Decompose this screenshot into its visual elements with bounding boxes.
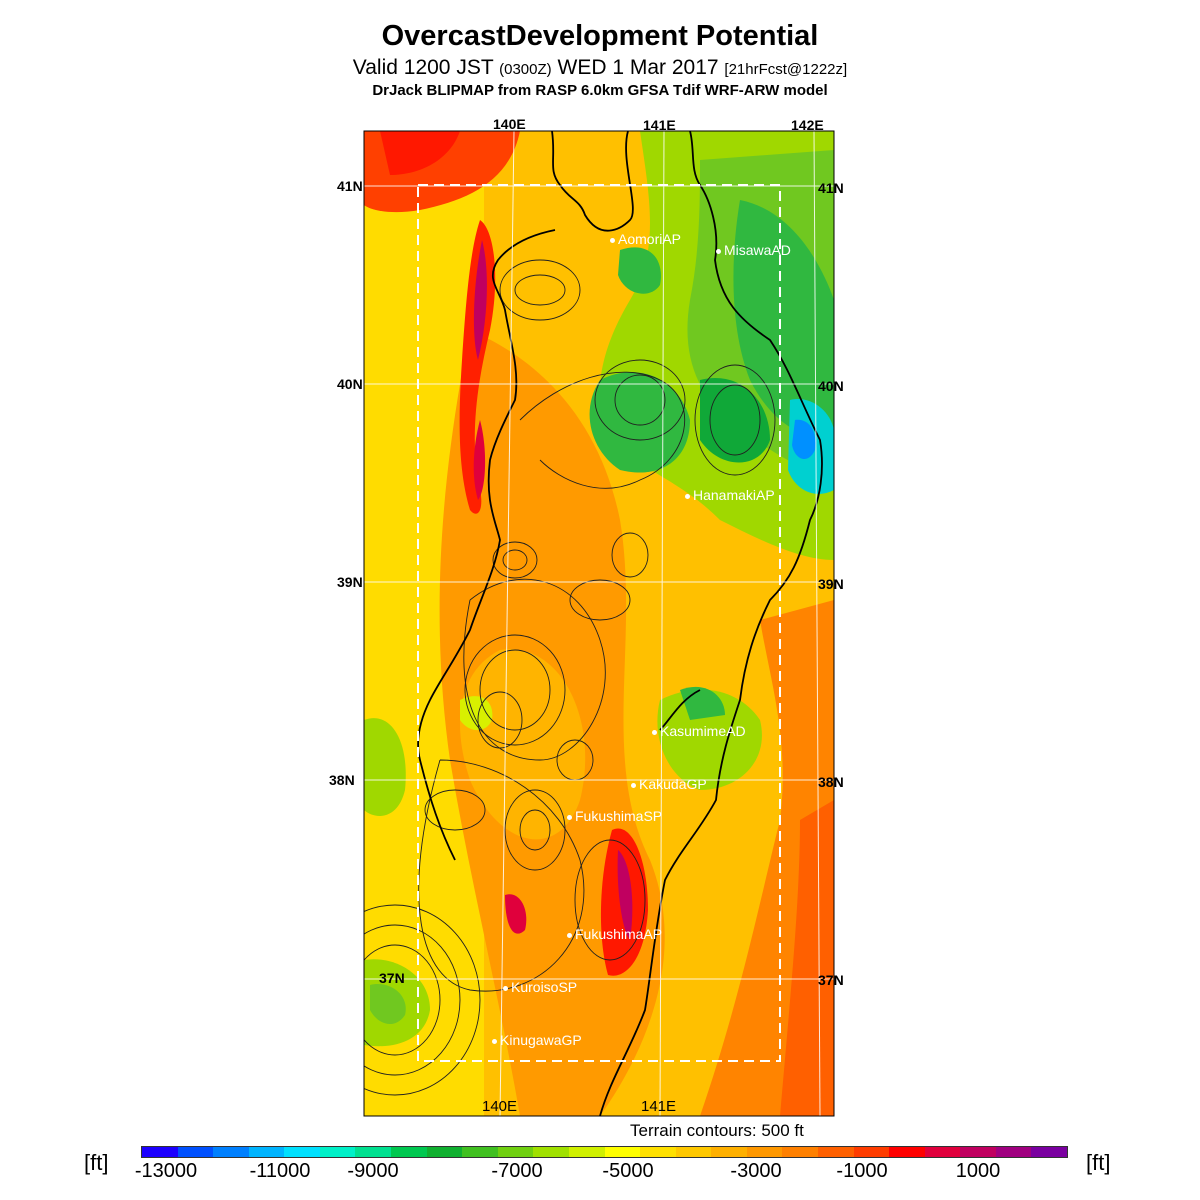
station-hanamaki-ap[interactable]: HanamakiAP bbox=[685, 487, 775, 503]
model-subtitle: DrJack BLIPMAP from RASP 6.0km GFSA Tdif… bbox=[372, 82, 828, 99]
colorbar-swatch bbox=[177, 1147, 214, 1157]
colorbar-swatch bbox=[604, 1147, 641, 1157]
station-dot-icon bbox=[716, 248, 721, 254]
station-label: FukushimaAP bbox=[575, 926, 663, 942]
coastline bbox=[417, 131, 823, 1116]
colorbar-swatch bbox=[568, 1147, 605, 1157]
colorbar-tick: 1000 bbox=[955, 1160, 1001, 1182]
colorbar-swatch bbox=[355, 1147, 392, 1157]
station-dot-icon bbox=[567, 932, 572, 938]
colorbar-unit-left: [ft] bbox=[84, 1150, 109, 1175]
station-dot-icon bbox=[685, 493, 690, 499]
colorbar-swatch bbox=[853, 1147, 890, 1157]
map-title: OvercastDevelopment Potential bbox=[381, 20, 819, 52]
colorbar-swatch bbox=[1031, 1147, 1068, 1157]
station-kakuda-gp[interactable]: KakudaGP bbox=[631, 776, 707, 792]
field-shading bbox=[364, 131, 834, 1116]
colorbar-swatch bbox=[248, 1147, 285, 1157]
colorbar-swatch bbox=[817, 1147, 854, 1157]
station-kinugawa-gp[interactable]: KinugawaGP bbox=[492, 1032, 582, 1048]
colorbar-swatch bbox=[924, 1147, 961, 1157]
station-kuroiso-sp[interactable]: KuroisoSP bbox=[503, 979, 577, 995]
colorbar-tick: -3000 bbox=[730, 1160, 782, 1182]
colorbar-swatch bbox=[711, 1147, 747, 1157]
colorbar-tick: -13000 bbox=[134, 1160, 198, 1182]
colorbar-swatch bbox=[960, 1147, 996, 1157]
lon-label-bottom-140e: 140E bbox=[482, 1098, 518, 1115]
station-fukushima-sp[interactable]: FukushimaSP bbox=[567, 808, 662, 824]
lat-label-right-38n: 38N bbox=[818, 774, 844, 790]
lat-label-right-37n: 37N bbox=[818, 972, 844, 988]
lat-label-right-39n: 39N bbox=[818, 576, 844, 592]
lon-label-top-142e: 142E bbox=[791, 117, 824, 133]
station-label: HanamakiAP bbox=[693, 487, 775, 503]
map-frame bbox=[363, 130, 835, 1117]
colorbar-swatch bbox=[284, 1147, 320, 1157]
lat-label-right-41n: 41N bbox=[818, 180, 844, 196]
station-dot-icon bbox=[567, 814, 572, 820]
colorbar-swatch bbox=[782, 1147, 818, 1157]
station-fukushima-ap[interactable]: FukushimaAP bbox=[567, 926, 662, 942]
station-aomori-ap[interactable]: AomoriAP bbox=[610, 231, 681, 247]
valid-time-line: Valid 1200 JST (0300Z) WED 1 Mar 2017 [2… bbox=[0, 56, 1200, 80]
station-dot-icon bbox=[631, 782, 636, 788]
colorbar-swatch bbox=[142, 1147, 178, 1157]
colorbar-tick: -9000 bbox=[347, 1160, 399, 1182]
valid-zulu: (0300Z) bbox=[499, 61, 552, 78]
terrain-contour-note: Terrain contours: 500 ft bbox=[630, 1121, 804, 1140]
station-label: AomoriAP bbox=[618, 231, 682, 247]
lon-label-top-141e: 141E bbox=[643, 117, 676, 133]
colorbar-swatch bbox=[995, 1147, 1032, 1157]
colorbar-unit-right: [ft] bbox=[1086, 1150, 1111, 1175]
colorbar-swatch bbox=[640, 1147, 676, 1157]
lon-label-bottom-141e: 141E bbox=[641, 1098, 677, 1115]
station-dot-icon bbox=[492, 1038, 497, 1044]
station-label: FukushimaSP bbox=[575, 808, 663, 824]
colorbar bbox=[141, 1146, 1068, 1158]
colorbar-swatch bbox=[462, 1147, 498, 1157]
forecast-tag: [21hrFcst@1222z] bbox=[724, 61, 848, 78]
colorbar-tick: -1000 bbox=[836, 1160, 888, 1182]
valid-main: Valid 1200 JST bbox=[352, 56, 494, 79]
colorbar-tick: -11000 bbox=[249, 1160, 311, 1182]
colorbar-swatch bbox=[533, 1147, 569, 1157]
colorbar-swatch bbox=[319, 1147, 356, 1157]
colorbar-swatch bbox=[675, 1147, 712, 1157]
station-dot-icon bbox=[610, 237, 615, 243]
colorbar-swatch bbox=[497, 1147, 534, 1157]
station-label: KakudaGP bbox=[639, 776, 707, 792]
colorbar-tick: -5000 bbox=[602, 1160, 654, 1182]
lat-label-left-39n: 39N bbox=[337, 574, 363, 590]
colorbar-swatch bbox=[426, 1147, 463, 1157]
lon-label-top-140e: 140E bbox=[493, 116, 526, 132]
station-label: KinugawaGP bbox=[500, 1032, 582, 1048]
station-dot-icon bbox=[503, 985, 508, 991]
valid-date: WED 1 Mar 2017 bbox=[557, 56, 719, 79]
station-label: KuroisoSP bbox=[511, 979, 578, 995]
lat-label-left-37n: 37N bbox=[379, 970, 405, 986]
inner-domain-box bbox=[417, 184, 781, 1062]
station-kasumime-ad[interactable]: KasumimeAD bbox=[652, 723, 746, 739]
colorbar-swatch bbox=[746, 1147, 783, 1157]
terrain-contours bbox=[364, 259, 776, 1096]
colorbar-swatch bbox=[889, 1147, 925, 1157]
lat-label-left-38n: 38N bbox=[329, 772, 355, 788]
lat-label-left-40n: 40N bbox=[337, 376, 363, 392]
station-dot-icon bbox=[652, 729, 657, 735]
colorbar-swatch bbox=[213, 1147, 249, 1157]
colorbar-tick: -7000 bbox=[491, 1160, 543, 1182]
station-misawa-ad[interactable]: MisawaAD bbox=[716, 242, 791, 258]
colorbar-swatch bbox=[391, 1147, 427, 1157]
lat-label-left-41n: 41N bbox=[337, 178, 363, 194]
station-label: MisawaAD bbox=[724, 242, 791, 258]
lat-label-right-40n: 40N bbox=[818, 378, 844, 394]
station-label: KasumimeAD bbox=[660, 723, 746, 739]
